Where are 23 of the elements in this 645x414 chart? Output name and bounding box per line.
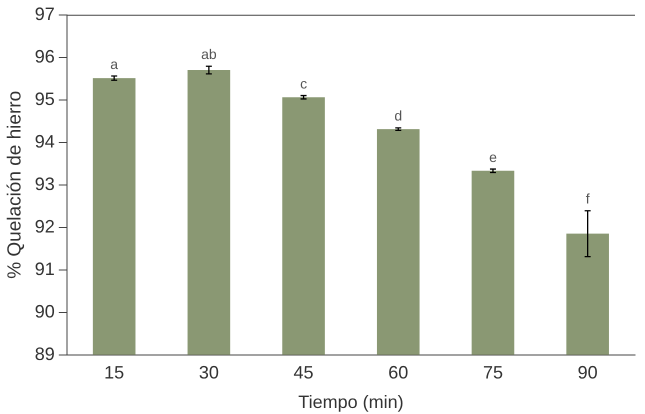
y-tick-label: 90 xyxy=(34,301,55,322)
x-axis-title: Tiempo (min) xyxy=(298,392,404,412)
x-tick-label: 45 xyxy=(294,362,314,383)
annotation: f xyxy=(586,190,590,207)
y-tick-label: 94 xyxy=(34,131,55,152)
x-tick-label: 60 xyxy=(388,362,408,383)
annotation: d xyxy=(394,108,402,124)
y-tick-label: 97 xyxy=(34,4,55,24)
y-tick-label: 91 xyxy=(34,258,55,279)
annotation: c xyxy=(300,75,308,92)
x-tick-label: 75 xyxy=(482,362,503,383)
annotation: a xyxy=(110,56,118,72)
x-tick-label: 15 xyxy=(104,362,124,383)
y-axis-title: % Quelación de hierro xyxy=(4,90,26,279)
y-tick-label: 96 xyxy=(34,46,55,66)
y-tick-label: 92 xyxy=(34,216,55,236)
y-tick-label: 89 xyxy=(34,344,55,364)
y-tick-label: 95 xyxy=(34,88,55,109)
x-tick-label: 30 xyxy=(198,362,219,383)
annotation: ab xyxy=(201,46,217,62)
x-tick-label: 90 xyxy=(578,362,598,383)
y-tick-label: 93 xyxy=(34,174,55,194)
annotation: e xyxy=(489,148,498,165)
